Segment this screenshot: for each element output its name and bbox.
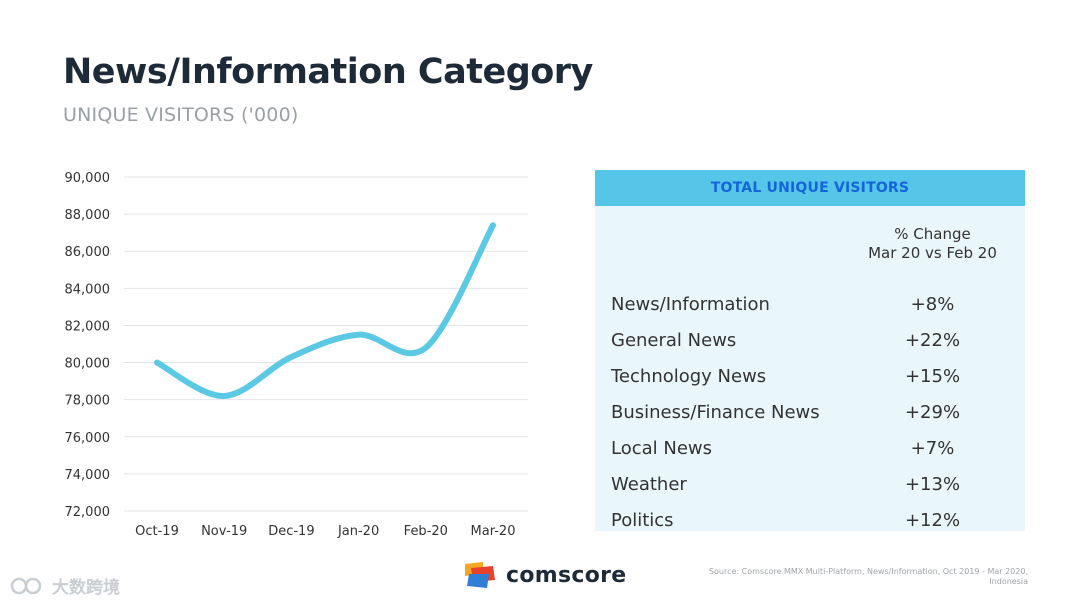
- table-row: News/Information +8%: [611, 289, 1025, 319]
- y-tick-label: 82,000: [65, 319, 111, 334]
- x-tick-label: Oct-19: [135, 524, 179, 539]
- row-value: +12%: [904, 509, 961, 531]
- watermark-text: 大数跨境: [52, 578, 120, 598]
- chart-grid: [124, 176, 528, 512]
- visitors-table: TOTAL UNIQUE VISITORS % Change Mar 20 vs…: [595, 170, 1025, 531]
- series-line: [154, 222, 496, 399]
- y-tick-label: 86,000: [65, 245, 111, 260]
- table-row: Weather +13%: [611, 469, 1025, 499]
- row-name: Politics: [611, 509, 674, 531]
- column-header-line1: % Change: [894, 225, 971, 243]
- comscore-wordmark: comscore: [506, 562, 627, 588]
- row-name: Business/Finance News: [611, 401, 820, 423]
- row-value: +7%: [910, 437, 955, 459]
- page-subtitle: UNIQUE VISITORS ('000): [63, 104, 299, 126]
- row-value: +13%: [904, 473, 961, 495]
- watermark-logo-icon: [10, 577, 42, 594]
- row-name: Technology News: [611, 365, 767, 387]
- line-chart: 72,000 74,000 76,000 78,000 80,000 82,000 84,0…: [65, 171, 528, 539]
- x-axis-ticks: Oct-19 Nov-19 Dec-19 Jan-20 Feb-20 Mar-20: [135, 524, 515, 539]
- row-value: +22%: [904, 329, 961, 351]
- watermark: 大数跨境: [10, 573, 120, 598]
- x-tick-label: Jan-20: [337, 524, 379, 539]
- y-tick-label: 88,000: [65, 208, 111, 223]
- page-title: News/Information Category: [63, 52, 593, 92]
- x-tick-label: Feb-20: [404, 524, 448, 539]
- row-value: +29%: [904, 401, 961, 423]
- table-row: General News +22%: [611, 325, 1025, 355]
- y-axis-ticks: 72,000 74,000 76,000 78,000 80,000 82,000 84,0…: [65, 171, 111, 520]
- table-row: Local News +7%: [611, 433, 1025, 463]
- row-name: Weather: [611, 473, 687, 495]
- y-tick-label: 80,000: [65, 357, 111, 372]
- row-value: +15%: [904, 365, 961, 387]
- table-row: Business/Finance News +29%: [611, 397, 1025, 427]
- row-name: News/Information: [611, 293, 770, 315]
- y-tick-label: 74,000: [65, 468, 111, 483]
- column-header: % Change Mar 20 vs Feb 20: [845, 225, 1020, 263]
- y-tick-label: 90,000: [65, 171, 111, 186]
- column-header-line2: Mar 20 vs Feb 20: [868, 244, 997, 262]
- table-row: Politics +12%: [611, 505, 1025, 535]
- table-row: Technology News +15%: [611, 361, 1025, 391]
- source-note: Source: Comscore MMX Multi-Platform, New…: [708, 567, 1028, 586]
- row-name: Local News: [611, 437, 713, 459]
- comscore-logo-icon: [465, 562, 495, 588]
- row-name: General News: [611, 329, 737, 351]
- comscore-logo: comscore: [465, 562, 627, 588]
- series-lines: [154, 222, 496, 399]
- x-tick-label: Mar-20: [471, 524, 516, 539]
- y-tick-label: 76,000: [65, 431, 111, 446]
- x-tick-label: Dec-19: [268, 524, 314, 539]
- y-tick-label: 78,000: [65, 394, 111, 409]
- x-tick-label: Nov-19: [201, 524, 247, 539]
- table-header: TOTAL UNIQUE VISITORS: [595, 170, 1025, 206]
- row-value: +8%: [910, 293, 955, 315]
- y-tick-label: 84,000: [65, 282, 111, 297]
- y-tick-label: 72,000: [65, 505, 111, 520]
